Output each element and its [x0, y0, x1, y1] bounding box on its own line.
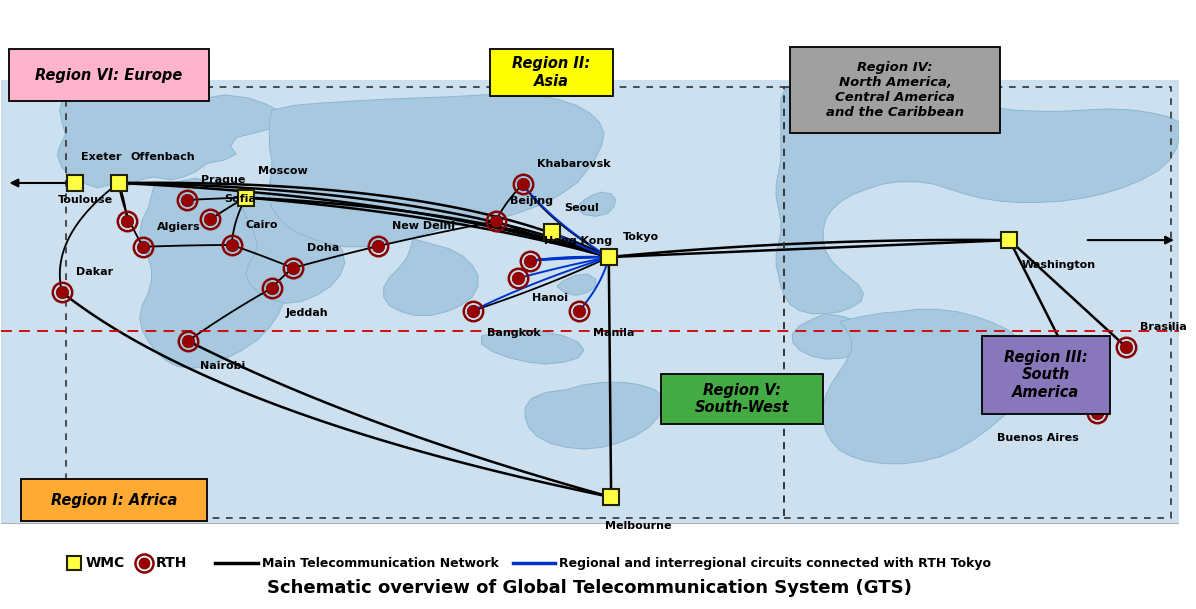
FancyBboxPatch shape — [8, 49, 209, 101]
FancyBboxPatch shape — [791, 48, 1000, 133]
Text: New Delhi: New Delhi — [392, 221, 454, 231]
Polygon shape — [140, 178, 317, 368]
Text: Main Telecommunication Network: Main Telecommunication Network — [262, 557, 499, 570]
Text: Schematic overview of Global Telecommunication System (GTS): Schematic overview of Global Telecommuni… — [268, 579, 913, 597]
Text: Hong Kong: Hong Kong — [544, 236, 612, 245]
Text: Nairobi: Nairobi — [200, 361, 245, 371]
Text: Moscow: Moscow — [257, 166, 307, 176]
Text: Beijing: Beijing — [509, 196, 553, 206]
Text: Khabarovsk: Khabarovsk — [537, 159, 610, 169]
Text: Melbourne: Melbourne — [605, 521, 672, 530]
Polygon shape — [57, 80, 283, 188]
Text: Region V:
South-West: Region V: South-West — [695, 383, 789, 415]
Text: Doha: Doha — [307, 243, 340, 253]
Bar — [785, 87, 1171, 518]
Text: Region I: Africa: Region I: Africa — [50, 493, 177, 508]
Polygon shape — [525, 382, 663, 449]
Text: Seoul: Seoul — [565, 203, 599, 213]
Text: Prague: Prague — [201, 175, 245, 185]
Polygon shape — [823, 309, 1032, 463]
FancyBboxPatch shape — [982, 336, 1110, 414]
Text: Brasilia: Brasilia — [1140, 322, 1186, 332]
Text: Sofia: Sofia — [225, 194, 256, 204]
Text: Region II:
Asia: Region II: Asia — [513, 56, 591, 88]
Text: Algiers: Algiers — [158, 222, 201, 231]
Text: Exeter: Exeter — [81, 152, 121, 162]
Polygon shape — [384, 239, 478, 315]
Text: Dakar: Dakar — [77, 267, 114, 277]
Polygon shape — [269, 93, 604, 247]
Text: Cairo: Cairo — [246, 220, 279, 230]
Polygon shape — [482, 330, 584, 364]
Bar — [1, 523, 1179, 608]
Text: Region VI: Europe: Region VI: Europe — [36, 68, 183, 83]
Text: Hanoi: Hanoi — [532, 293, 568, 303]
Polygon shape — [243, 190, 344, 303]
Bar — [66, 87, 785, 518]
Polygon shape — [776, 85, 1179, 314]
Polygon shape — [557, 274, 596, 295]
FancyBboxPatch shape — [489, 49, 614, 96]
Polygon shape — [793, 314, 875, 359]
Text: Region III:
South
America: Region III: South America — [1005, 350, 1088, 400]
Polygon shape — [575, 192, 616, 216]
Text: Offenbach: Offenbach — [130, 152, 195, 162]
Bar — [1, 80, 1179, 523]
Text: Manila: Manila — [593, 328, 635, 338]
Text: Jeddah: Jeddah — [286, 309, 329, 319]
Text: Toulouse: Toulouse — [57, 195, 112, 205]
Text: Region IV:
North America,
Central America
and the Caribbean: Region IV: North America, Central Americ… — [826, 61, 964, 119]
FancyBboxPatch shape — [660, 375, 823, 424]
Text: RTH: RTH — [157, 557, 188, 571]
FancyBboxPatch shape — [20, 479, 207, 521]
Text: Washington: Washington — [1021, 261, 1096, 270]
Text: Regional and interregional circuits connected with RTH Tokyo: Regional and interregional circuits conn… — [560, 557, 991, 570]
Text: WMC: WMC — [86, 557, 124, 571]
Text: Buenos Aires: Buenos Aires — [997, 433, 1079, 443]
Text: Tokyo: Tokyo — [623, 232, 659, 242]
Text: Bangkok: Bangkok — [488, 328, 541, 338]
